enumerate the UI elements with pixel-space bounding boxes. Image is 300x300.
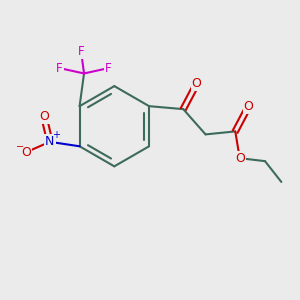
Text: F: F bbox=[105, 61, 112, 75]
Text: O: O bbox=[235, 152, 245, 165]
Text: −: − bbox=[16, 142, 24, 152]
Text: F: F bbox=[56, 61, 63, 75]
Text: O: O bbox=[21, 146, 31, 159]
Text: O: O bbox=[39, 110, 49, 123]
Text: +: + bbox=[52, 130, 60, 140]
Text: F: F bbox=[78, 45, 84, 58]
Text: O: O bbox=[192, 77, 202, 90]
Text: N: N bbox=[45, 135, 55, 148]
Text: O: O bbox=[244, 100, 254, 113]
